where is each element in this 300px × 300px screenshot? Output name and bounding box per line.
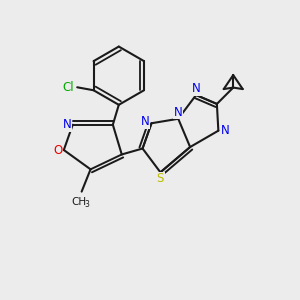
Text: O: O xyxy=(53,143,62,157)
Text: S: S xyxy=(157,172,164,185)
Text: N: N xyxy=(174,106,183,119)
Text: N: N xyxy=(63,118,72,131)
Text: N: N xyxy=(141,115,149,128)
Text: Cl: Cl xyxy=(62,81,74,94)
Text: CH: CH xyxy=(72,197,87,207)
Text: 3: 3 xyxy=(85,200,90,208)
Text: N: N xyxy=(192,82,200,95)
Text: N: N xyxy=(220,124,229,137)
